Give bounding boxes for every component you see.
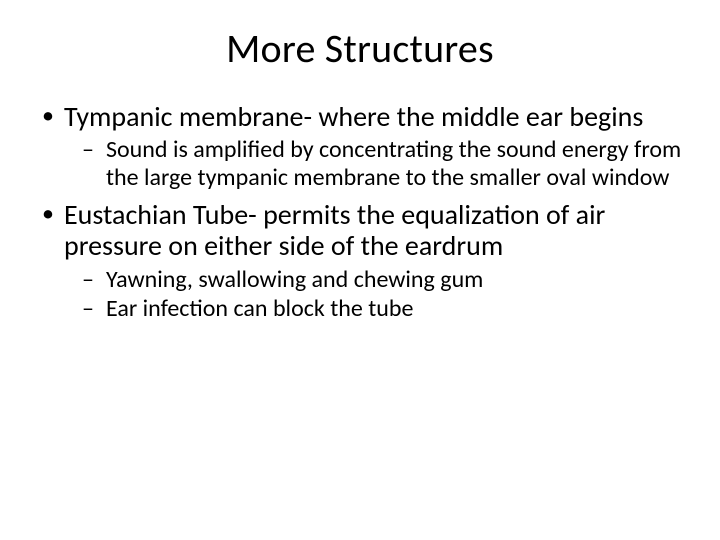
slide: More Structures Tympanic membrane- where…: [0, 0, 720, 540]
sub-bullet-text: Ear infection can block the tube: [106, 294, 413, 323]
bullet-list: Tympanic membrane- where the middle ear …: [36, 101, 684, 323]
sub-bullet-item: Ear infection can block the tube: [76, 295, 684, 322]
bullet-item: Tympanic membrane- where the middle ear …: [36, 101, 684, 191]
sub-bullet-list: Sound is amplified by concentrating the …: [64, 136, 684, 191]
bullet-text: Tympanic membrane- where the middle ear …: [64, 99, 643, 134]
sub-bullet-text: Yawning, swallowing and chewing gum: [106, 265, 483, 294]
sub-bullet-item: Yawning, swallowing and chewing gum: [76, 266, 684, 293]
slide-title: More Structures: [36, 24, 684, 73]
sub-bullet-text: Sound is amplified by concentrating the …: [106, 135, 681, 191]
bullet-item: Eustachian Tube- permits the equalizatio…: [36, 199, 684, 322]
sub-bullet-item: Sound is amplified by concentrating the …: [76, 136, 684, 191]
sub-bullet-list: Yawning, swallowing and chewing gum Ear …: [64, 266, 684, 323]
bullet-text: Eustachian Tube- permits the equalizatio…: [64, 197, 605, 263]
